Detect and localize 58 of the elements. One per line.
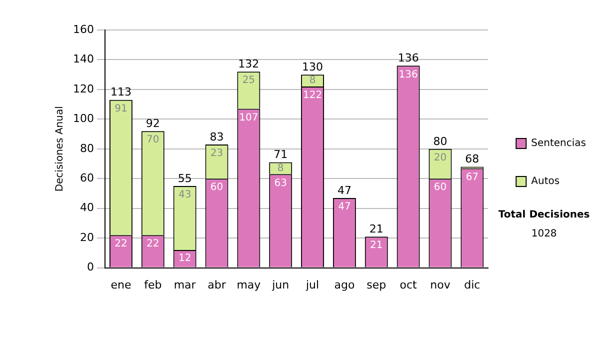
- total-label: 130: [302, 60, 324, 74]
- total-label: 83: [210, 130, 224, 144]
- total-label: 80: [433, 134, 448, 148]
- x-tick-label: may: [236, 278, 262, 292]
- data-label: 8: [309, 75, 316, 86]
- y-tick-label: 80: [80, 142, 94, 155]
- x-tick-label: ene: [110, 278, 132, 292]
- total-label: 132: [238, 57, 260, 70]
- total-label: 113: [110, 86, 132, 99]
- data-label: 12: [178, 253, 192, 264]
- x-tick-label: feb: [144, 278, 162, 292]
- x-tick-label: oct: [400, 278, 418, 292]
- y-tick-label: 0: [86, 260, 94, 274]
- data-label: 60: [434, 182, 447, 194]
- total-label: 68: [465, 152, 480, 166]
- total-label: 92: [146, 116, 160, 130]
- legend-label: Autos: [531, 176, 560, 188]
- total-label: 136: [398, 52, 419, 65]
- data-label: 21: [370, 240, 383, 252]
- y-tick-label: 140: [72, 52, 94, 66]
- x-tick-label: ago: [334, 278, 355, 292]
- y-tick-label: 120: [72, 82, 94, 96]
- data-label: 43: [178, 190, 192, 201]
- x-tick-label: sep: [366, 278, 386, 292]
- total-label: 55: [178, 172, 192, 185]
- y-axis-title: Decisiones Anual: [54, 106, 66, 192]
- total-label: 21: [369, 222, 384, 236]
- x-tick-label: jun: [271, 278, 290, 292]
- data-label: 136: [398, 69, 418, 80]
- text: Total Decisiones: [498, 210, 590, 221]
- data-label: 122: [302, 90, 322, 102]
- x-tick-label: nov: [430, 278, 451, 292]
- data-label: 60: [210, 182, 224, 194]
- x-tick-label: abr: [208, 278, 226, 292]
- x-tick-label: jul: [304, 278, 320, 292]
- y-tick-label: 40: [80, 201, 94, 214]
- text: 1028: [531, 228, 557, 240]
- data-label: 47: [338, 202, 351, 213]
- y-tick-label: 20: [80, 230, 94, 244]
- data-label: 22: [146, 238, 160, 250]
- total-label: 71: [274, 148, 288, 162]
- data-label: 8: [277, 162, 284, 174]
- x-tick-label: dic: [464, 278, 480, 292]
- x-tick-label: mar: [174, 278, 196, 292]
- data-label: 25: [242, 75, 256, 86]
- data-label: 107: [239, 112, 258, 124]
- data-label: 91: [114, 103, 128, 114]
- data-label: 67: [466, 172, 479, 183]
- y-tick-label: 100: [72, 112, 94, 126]
- total-label: 47: [337, 184, 352, 197]
- data-label: 70: [146, 134, 160, 146]
- y-tick-label: 60: [80, 171, 94, 184]
- legend-label: Sentencias: [531, 138, 586, 150]
- data-label: 23: [210, 148, 224, 160]
- data-label: 63: [274, 178, 287, 189]
- data-label: 22: [114, 238, 128, 250]
- data-label: 20: [434, 152, 447, 164]
- y-tick-label: 160: [72, 22, 94, 36]
